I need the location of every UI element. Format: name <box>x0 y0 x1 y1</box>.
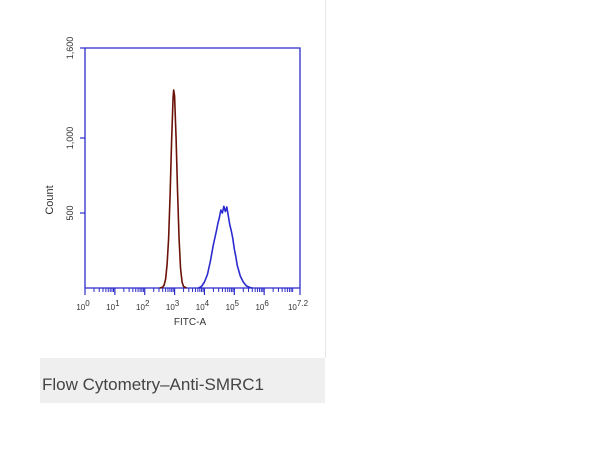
x-tick-exponent: 0 <box>85 299 90 308</box>
y-tick-label: 500 <box>65 205 75 220</box>
x-tick-exponent: 2 <box>145 299 150 308</box>
histogram-curve <box>159 89 187 289</box>
x-tick-base: 10 <box>106 303 115 312</box>
x-axis-label: FITC-A <box>174 317 207 328</box>
x-tick-exponent: 6 <box>264 299 269 308</box>
plot-frame <box>84 47 301 288</box>
x-tick-base: 10 <box>76 303 85 312</box>
x-tick-label: 103 <box>166 299 180 312</box>
x-tick-base: 10 <box>255 303 264 312</box>
x-tick-exponent: 1 <box>115 299 120 308</box>
y-tick-label: 1,000 <box>65 127 75 150</box>
x-tick-label: 101 <box>106 299 120 312</box>
x-tick-base: 10 <box>196 303 205 312</box>
x-tick-exponent: 5 <box>235 299 240 308</box>
y-axis-label: Count <box>44 185 56 214</box>
x-tick-base: 10 <box>226 303 235 312</box>
x-tick-base: 10 <box>166 303 175 312</box>
x-tick-label: 107.2 <box>288 299 309 312</box>
histogram-curve <box>198 205 253 289</box>
x-tick-exponent: 7.2 <box>297 299 309 308</box>
x-tick-label: 100 <box>76 299 90 312</box>
y-tick-label: 1,600 <box>65 37 75 60</box>
x-tick-label: 106 <box>255 299 269 312</box>
x-tick-label: 105 <box>226 299 240 312</box>
x-tick-label: 102 <box>136 299 150 312</box>
x-tick-exponent: 3 <box>175 299 180 308</box>
x-tick-label: 104 <box>196 299 210 312</box>
caption-band <box>40 358 325 403</box>
x-tick-base: 10 <box>136 303 145 312</box>
caption: Flow Cytometry–Anti-SMRC1 <box>42 375 264 394</box>
x-tick-exponent: 4 <box>205 299 210 308</box>
x-tick-base: 10 <box>288 303 297 312</box>
